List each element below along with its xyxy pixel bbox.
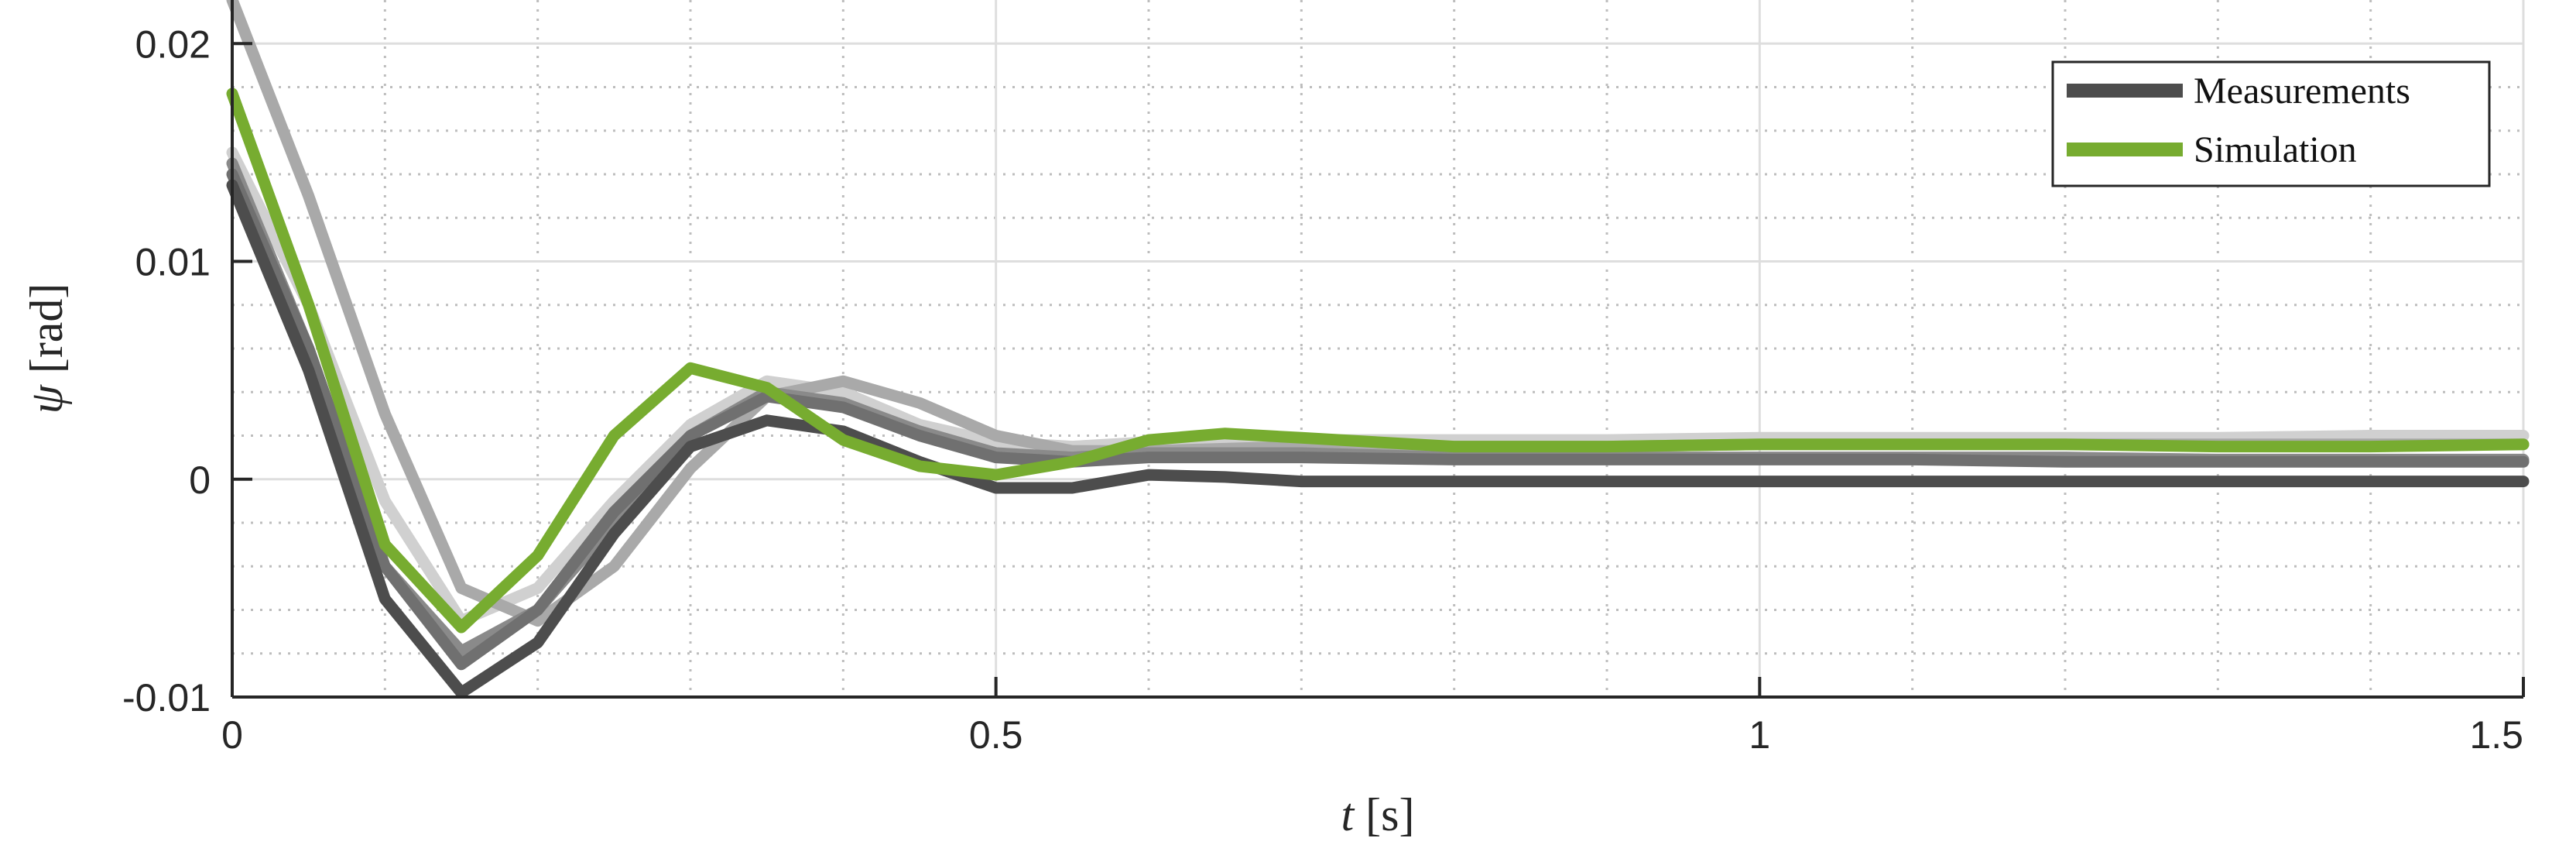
axes — [231, 0, 2525, 699]
legend: Measurements Simulation — [2051, 60, 2491, 187]
y-tick-label: 0 — [189, 458, 211, 502]
y-tick-label: 0.01 — [135, 241, 211, 284]
x-tick-label: 1 — [1749, 713, 1770, 757]
y-axis-label: ψ [rad] — [21, 283, 72, 414]
x-tick-label: 1.5 — [2469, 713, 2523, 757]
y-tick-label: 0.02 — [135, 22, 211, 66]
x-axis-label: t [s] — [1341, 789, 1415, 840]
x-tick-label: 0.5 — [969, 713, 1023, 757]
legend-label-measurements: Measurements — [2194, 70, 2410, 112]
series-line-5 — [226, 88, 2530, 634]
y-tick-label: -0.01 — [122, 676, 211, 719]
series-layer — [226, 0, 2530, 699]
series-line-3 — [226, 168, 2530, 671]
legend-label-simulation: Simulation — [2194, 129, 2357, 170]
series-line-4 — [226, 179, 2530, 699]
x-tick-label: 0 — [221, 713, 243, 757]
legend-box — [2051, 60, 2491, 187]
